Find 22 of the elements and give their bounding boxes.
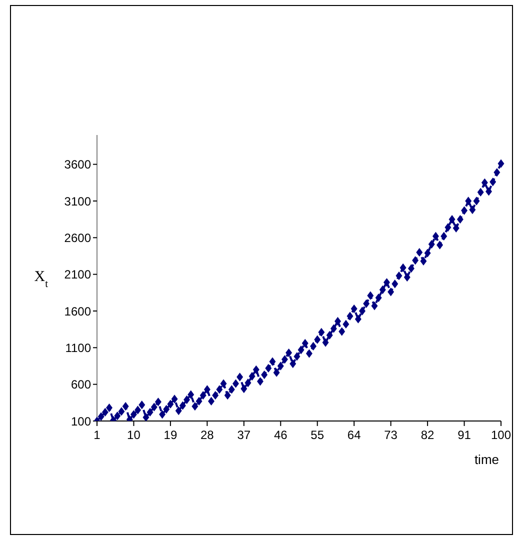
- y-tick-label: 2600: [64, 230, 92, 245]
- x-tick-label: 73: [384, 428, 398, 442]
- x-tick-label: 46: [274, 428, 288, 442]
- y-tick-label: 3600: [64, 158, 92, 172]
- x-tick-label: 100: [490, 428, 512, 442]
- x-tick-label: 28: [200, 428, 214, 442]
- x-tick-label: 82: [420, 428, 435, 442]
- y-tick-label: 600: [70, 378, 92, 392]
- x-tick-label: 10: [127, 428, 141, 442]
- y-tick-label: 2100: [64, 268, 92, 282]
- x-axis-title: time: [474, 452, 499, 467]
- x-tick-label: 1: [94, 428, 101, 442]
- x-tick-label: 91: [458, 428, 472, 442]
- y-tick-label: 3100: [64, 194, 92, 208]
- x-tick-label: 64: [347, 428, 362, 442]
- y-tick-label: 100: [70, 414, 92, 428]
- x-tick-label: 55: [310, 428, 324, 442]
- y-tick-label: 1100: [65, 340, 92, 355]
- x-tick-label: 37: [237, 428, 251, 442]
- y-tick-label: 1600: [64, 304, 92, 318]
- x-tick-label: 19: [164, 428, 178, 442]
- y-axis-title: X$_{t}$: [34, 268, 48, 290]
